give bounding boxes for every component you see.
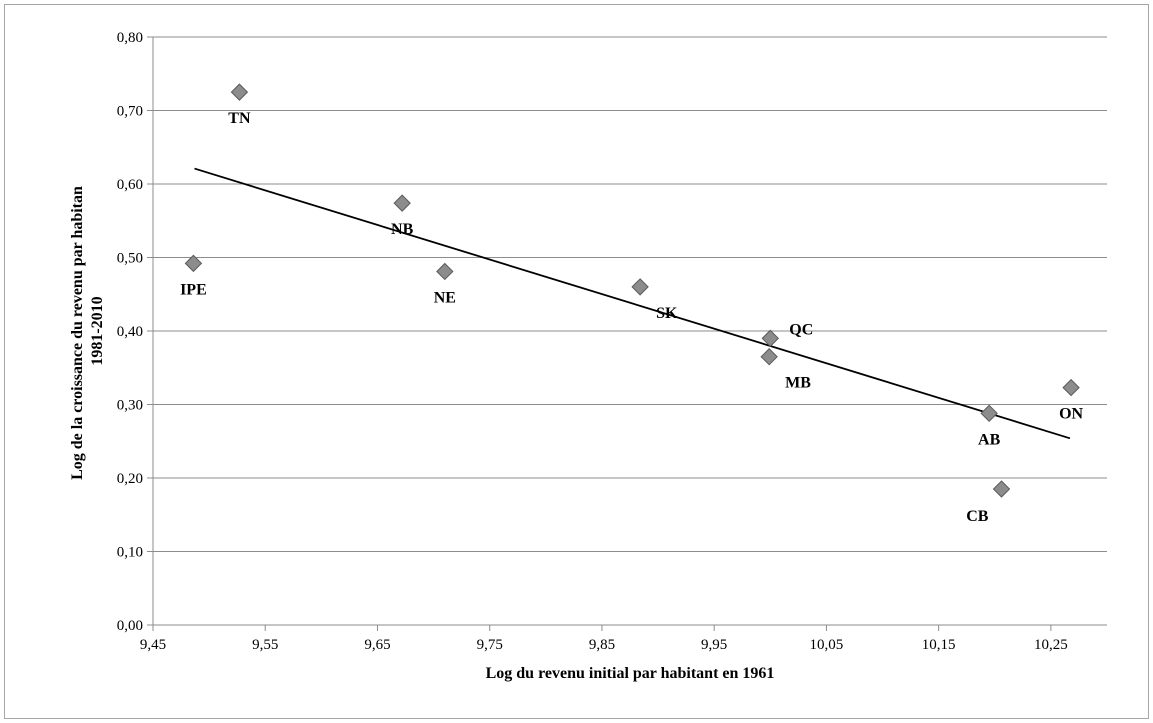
y-axis-title: Log de la croissance du revenu par habit… xyxy=(69,182,106,480)
y-tick-label: 0,80 xyxy=(117,30,143,46)
point-label-on: ON xyxy=(1059,406,1083,423)
x-tick-label: 10,15 xyxy=(922,637,956,653)
x-tick-label: 9,75 xyxy=(477,637,503,653)
point-label-tn: TN xyxy=(228,110,251,127)
data-point-qc xyxy=(761,329,780,348)
data-point-mb xyxy=(760,348,778,366)
point-label-sk: SK xyxy=(656,305,678,322)
y-axis-title-line-1: Log de la croissance du revenu par habit… xyxy=(69,186,86,480)
point-label-ab: AB xyxy=(978,431,1001,448)
data-points xyxy=(184,83,1080,498)
point-label-nb: NB xyxy=(391,221,414,238)
point-label-ipe: IPE xyxy=(180,281,207,298)
gridlines xyxy=(153,36,1107,552)
trendline-group xyxy=(194,167,1071,440)
data-point-nb xyxy=(393,194,411,212)
y-tick-label: 0,50 xyxy=(117,251,143,267)
tick-labels: 0,00 0,10 0,20 0,30 0,40 0,50 0,60 0,70 0,80 9,45… xyxy=(117,30,1068,653)
data-point-on xyxy=(1062,378,1080,397)
y-tick-label: 0,60 xyxy=(117,177,143,193)
x-tick-label: 10,05 xyxy=(810,637,844,653)
x-tick-label: 9,55 xyxy=(252,637,278,653)
point-label-mb: MB xyxy=(785,375,811,392)
y-tick-label: 0,20 xyxy=(117,471,143,487)
x-tick-label: 9,65 xyxy=(364,637,390,653)
x-tick-label: 9,45 xyxy=(140,637,166,653)
y-tick-label: 0,40 xyxy=(117,324,143,340)
y-tick-label: 0,70 xyxy=(117,104,143,120)
point-label-ne: NE xyxy=(434,289,456,306)
x-tick-label: 9,95 xyxy=(701,637,727,653)
y-tick-label: 0,00 xyxy=(117,618,143,634)
x-tick-label: 9,85 xyxy=(589,637,615,653)
x-axis-title: Log du revenu initial par habitant en 19… xyxy=(486,665,775,682)
point-labels: TN IPE NB NE SK QC MB AB CB ON xyxy=(180,110,1083,525)
point-label-cb: CB xyxy=(966,508,989,525)
data-point-tn xyxy=(230,83,249,101)
y-tick-label: 0,30 xyxy=(117,398,143,414)
data-point-ne xyxy=(436,262,454,281)
data-point-cb xyxy=(992,480,1011,498)
data-point-ab xyxy=(980,404,998,423)
x-tick-label: 10,25 xyxy=(1034,637,1068,653)
y-axis-title-line-2: 1981-2010 xyxy=(89,296,106,365)
y-tick-label: 0,10 xyxy=(117,545,143,561)
point-label-qc: QC xyxy=(789,321,813,338)
axes xyxy=(147,36,1107,631)
data-point-ipe xyxy=(184,254,203,273)
trendline xyxy=(194,167,1071,440)
chart-frame xyxy=(4,4,1149,719)
data-point-sk xyxy=(631,278,649,296)
